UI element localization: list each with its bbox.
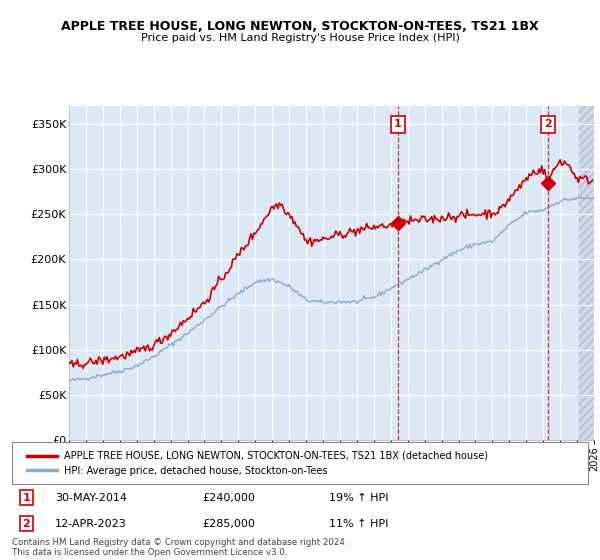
Text: 19% ↑ HPI: 19% ↑ HPI: [329, 493, 388, 503]
Text: Price paid vs. HM Land Registry's House Price Index (HPI): Price paid vs. HM Land Registry's House …: [140, 32, 460, 43]
Text: Contains HM Land Registry data © Crown copyright and database right 2024.
This d: Contains HM Land Registry data © Crown c…: [12, 538, 347, 557]
Text: 2: 2: [23, 519, 30, 529]
Text: APPLE TREE HOUSE, LONG NEWTON, STOCKTON-ON-TEES, TS21 1BX: APPLE TREE HOUSE, LONG NEWTON, STOCKTON-…: [61, 20, 539, 34]
Text: 12-APR-2023: 12-APR-2023: [55, 519, 127, 529]
Text: 1: 1: [23, 493, 30, 503]
Text: 11% ↑ HPI: 11% ↑ HPI: [329, 519, 388, 529]
Bar: [577, 106, 594, 440]
Text: £240,000: £240,000: [202, 493, 255, 503]
Text: 30-MAY-2014: 30-MAY-2014: [55, 493, 127, 503]
Text: 1: 1: [394, 119, 402, 129]
Legend: APPLE TREE HOUSE, LONG NEWTON, STOCKTON-ON-TEES, TS21 1BX (detached house), HPI:: APPLE TREE HOUSE, LONG NEWTON, STOCKTON-…: [23, 446, 493, 480]
Text: £285,000: £285,000: [202, 519, 255, 529]
Text: 2: 2: [544, 119, 552, 129]
